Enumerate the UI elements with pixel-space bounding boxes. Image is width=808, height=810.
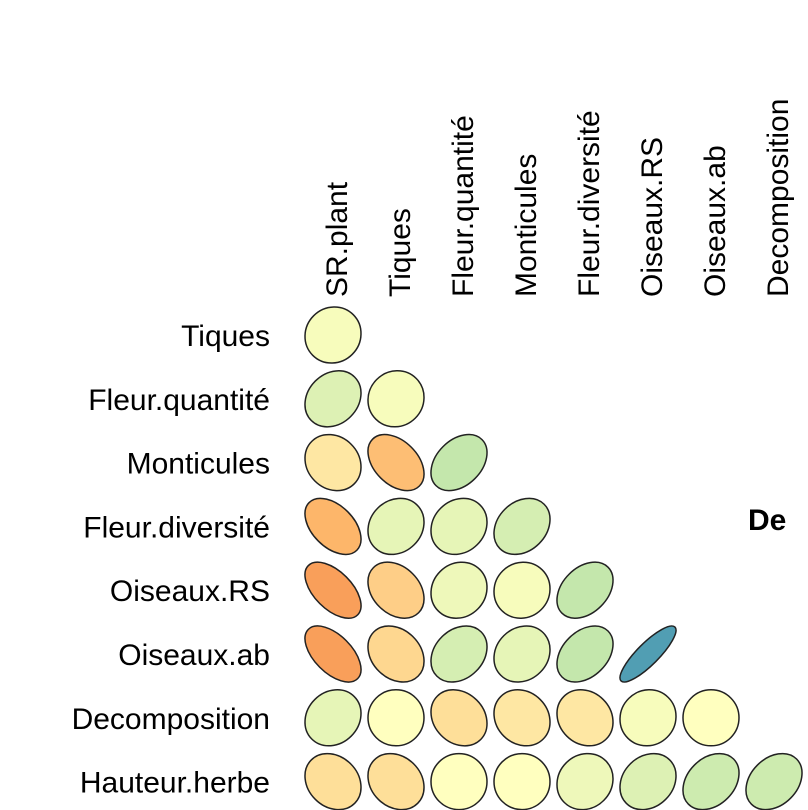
correlation-ellipse (682, 752, 740, 810)
correlation-ellipse (493, 752, 551, 810)
correlation-ellipse (556, 689, 614, 747)
correlation-ellipse (619, 625, 677, 683)
column-label: Decomposition (762, 99, 795, 297)
row-label: Oiseaux.RS (110, 575, 270, 608)
correlation-ellipse (304, 370, 362, 428)
column-label: Oiseaux.RS (636, 137, 669, 297)
column-label: Monticules (510, 154, 543, 297)
column-label: Oiseaux.ab (699, 145, 732, 297)
correlation-ellipse (430, 752, 488, 810)
row-label: Tiques (181, 320, 270, 353)
row-label: Hauteur.herbe (80, 767, 270, 800)
correlation-ellipse (304, 752, 362, 810)
correlation-ellipse (304, 561, 362, 619)
correlation-ellipse (304, 433, 362, 492)
correlation-ellipse (493, 497, 551, 556)
correlation-ellipse (430, 497, 488, 556)
correlation-ellipse (367, 561, 425, 619)
correlation-ellipse (367, 625, 425, 683)
correlation-ellipse (304, 306, 362, 364)
correlation-ellipse (367, 370, 425, 428)
row-label: Decomposition (72, 703, 270, 736)
correlation-ellipse (556, 561, 614, 619)
correlation-ellipse (430, 433, 488, 492)
correlation-ellipse (493, 689, 551, 747)
column-label: Tiques (384, 208, 417, 297)
correlation-ellipse (304, 625, 362, 683)
column-label: Fleur.quantité (447, 115, 480, 297)
correlation-ellipse (367, 752, 425, 810)
correlation-ellipse (304, 497, 362, 556)
correlation-ellipse (304, 689, 362, 747)
column-label: Fleur.diversité (573, 110, 606, 297)
row-label: Monticules (127, 448, 270, 481)
correlation-ellipse (430, 561, 488, 619)
annotation: De (748, 504, 786, 537)
row-label: Fleur.quantité (88, 384, 270, 417)
correlation-ellipse (556, 625, 614, 683)
correlation-ellipse (430, 689, 488, 747)
correlation-ellipse (367, 689, 425, 747)
row-label: Fleur.diversité (83, 511, 270, 544)
row-label: Oiseaux.ab (118, 639, 270, 672)
correlation-ellipse (619, 752, 677, 810)
correlation-ellipse (367, 433, 425, 492)
column-label: SR.plant (321, 181, 354, 297)
correlation-ellipse (682, 689, 740, 747)
correlation-ellipse (493, 561, 551, 619)
correlation-ellipse (367, 497, 425, 556)
correlation-ellipse (493, 625, 551, 683)
correlation-ellipse (556, 752, 614, 810)
correlation-ellipse (745, 752, 803, 810)
correlation-ellipse (430, 625, 488, 683)
correlation-ellipse (619, 689, 677, 747)
